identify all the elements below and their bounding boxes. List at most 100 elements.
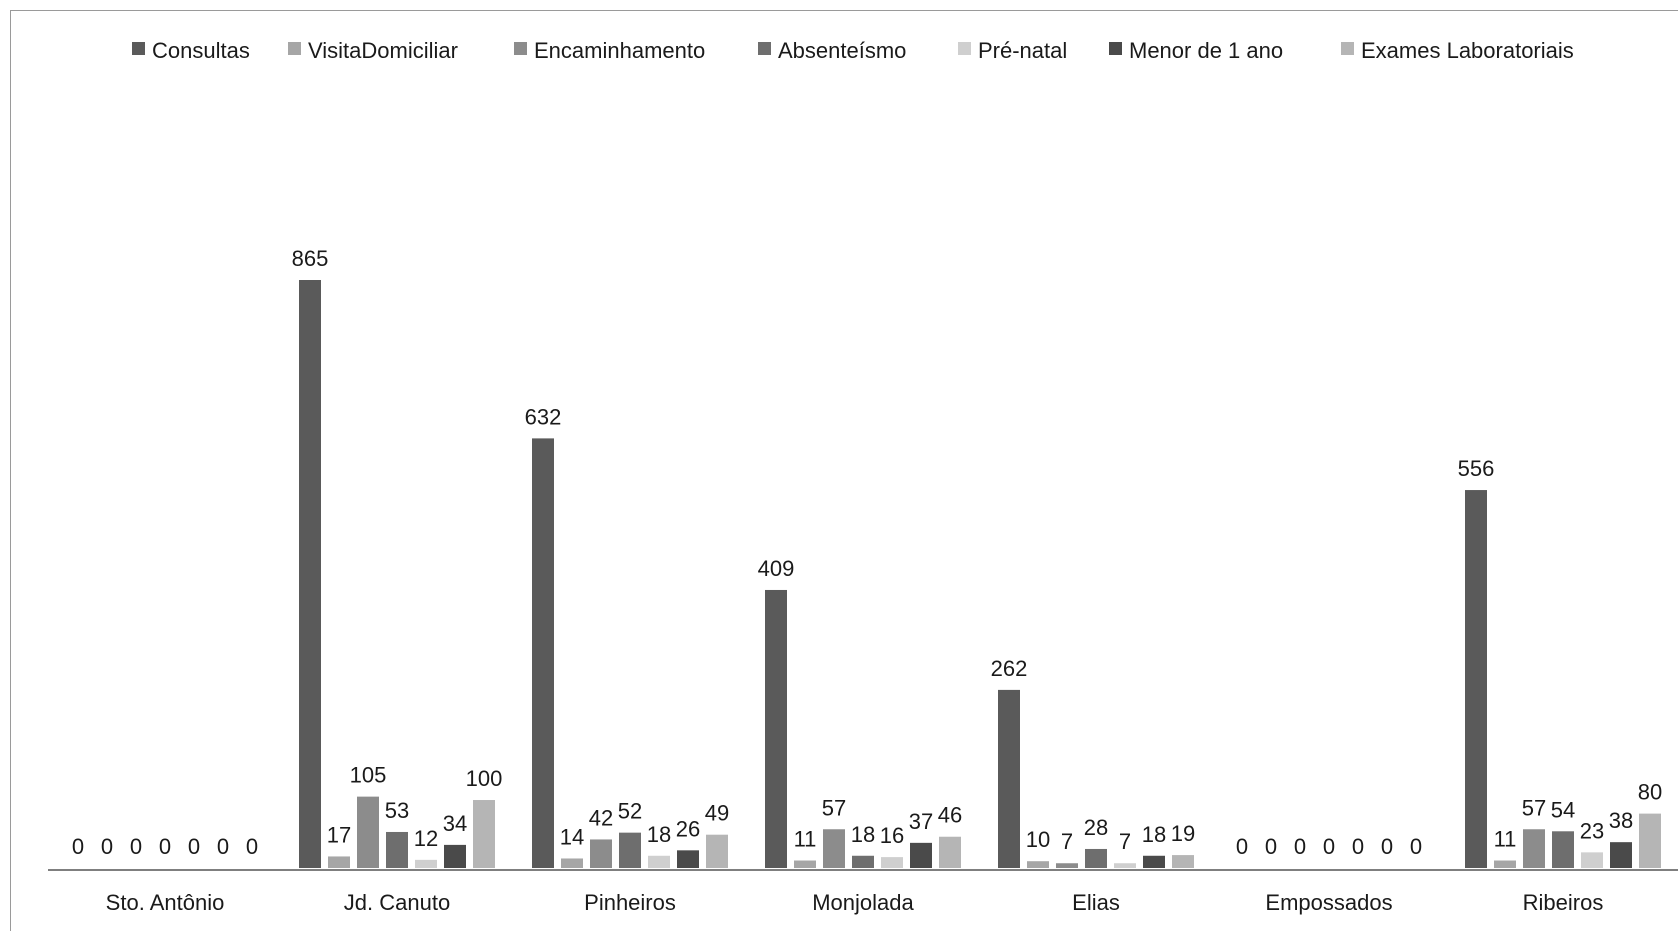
chart-frame [10, 10, 1678, 931]
category-label-jd-canuto: Jd. Canuto [344, 890, 450, 915]
bar-elias-menor-de-1-ano [1143, 855, 1165, 868]
bar-ribeiros-consultas [1465, 490, 1487, 868]
bar-elias-visitadomiciliar [1027, 861, 1049, 868]
bar-elias-exames-laboratoriais [1172, 855, 1194, 868]
value-label-pinheiros-consultas: 632 [525, 404, 562, 429]
value-label-sto-antonio-menor-de-1-ano: 0 [217, 834, 229, 859]
bar-ribeiros-absenteismo [1552, 831, 1574, 868]
value-label-sto-antonio-consultas: 0 [72, 834, 84, 859]
value-label-elias-exames-laboratoriais: 19 [1171, 821, 1195, 846]
legend-swatch-absenteismo [758, 42, 771, 55]
value-label-elias-pre-natal: 7 [1119, 829, 1131, 854]
value-label-ribeiros-visitadomiciliar: 11 [1494, 827, 1517, 852]
bar-jd-canuto-menor-de-1-ano [444, 844, 466, 868]
value-label-empossados-absenteismo: 0 [1323, 834, 1335, 859]
bar-monjolada-consultas [765, 589, 787, 868]
bar-pinheiros-pre-natal [648, 855, 670, 868]
value-label-empossados-visitadomiciliar: 0 [1265, 834, 1277, 859]
bar-elias-pre-natal [1114, 863, 1136, 868]
legend-label-menor-de-1-ano: Menor de 1 ano [1129, 38, 1283, 63]
value-label-ribeiros-consultas: 556 [1458, 456, 1495, 481]
category-label-elias: Elias [1072, 890, 1120, 915]
bar-pinheiros-exames-laboratoriais [706, 834, 728, 868]
bar-elias-absenteismo [1085, 848, 1107, 868]
legend-label-visitadomiciliar: VisitaDomiciliar [308, 38, 458, 63]
bar-monjolada-encaminhamento [823, 829, 845, 868]
legend-swatch-consultas [132, 42, 145, 55]
value-label-monjolada-absenteismo: 18 [851, 822, 875, 847]
value-label-pinheiros-exames-laboratoriais: 49 [705, 801, 729, 826]
value-label-ribeiros-exames-laboratoriais: 80 [1638, 780, 1662, 805]
value-label-pinheiros-visitadomiciliar: 14 [560, 824, 584, 849]
category-label-ribeiros: Ribeiros [1523, 890, 1604, 915]
value-label-ribeiros-encaminhamento: 57 [1522, 795, 1546, 820]
value-label-ribeiros-absenteismo: 54 [1551, 797, 1575, 822]
category-label-empossados: Empossados [1265, 890, 1392, 915]
value-label-pinheiros-menor-de-1-ano: 26 [676, 816, 700, 841]
bar-elias-encaminhamento [1056, 863, 1078, 868]
legend-swatch-visitadomiciliar [288, 42, 301, 55]
bar-jd-canuto-exames-laboratoriais [473, 800, 495, 868]
bar-elias-consultas [998, 689, 1020, 868]
category-labels: Sto. Antônio Jd. Canuto Pinheiros Monjolada… [106, 890, 1604, 915]
value-label-pinheiros-pre-natal: 18 [647, 822, 671, 847]
legend-swatch-encaminhamento [514, 42, 527, 55]
value-label-elias-absenteismo: 28 [1084, 815, 1108, 840]
value-label-monjolada-menor-de-1-ano: 37 [909, 809, 933, 834]
value-label-monjolada-exames-laboratoriais: 46 [938, 803, 962, 828]
bar-ribeiros-pre-natal [1581, 852, 1603, 868]
bar-pinheiros-absenteismo [619, 832, 641, 868]
legend-swatch-menor-de-1-ano [1109, 42, 1122, 55]
legend-swatch-pre-natal [958, 42, 971, 55]
value-label-pinheiros-absenteismo: 52 [618, 799, 642, 824]
value-label-jd-canuto-encaminhamento: 105 [350, 763, 387, 788]
value-label-monjolada-encaminhamento: 57 [822, 795, 846, 820]
bar-monjolada-absenteismo [852, 855, 874, 868]
bar-ribeiros-encaminhamento [1523, 829, 1545, 868]
legend-label-absenteismo: Absenteísmo [778, 38, 906, 63]
legend: Consultas VisitaDomiciliar Encaminhamento A… [132, 38, 1574, 63]
value-label-empossados-consultas: 0 [1236, 834, 1248, 859]
legend-label-exames-laboratoriais: Exames Laboratoriais [1361, 38, 1574, 63]
legend-swatch-exames-laboratoriais [1341, 42, 1354, 55]
bar-monjolada-pre-natal [881, 857, 903, 868]
value-label-empossados-pre-natal: 0 [1352, 834, 1364, 859]
bar-monjolada-menor-de-1-ano [910, 842, 932, 868]
value-label-monjolada-visitadomiciliar: 11 [794, 827, 817, 852]
value-label-elias-menor-de-1-ano: 18 [1142, 822, 1166, 847]
value-label-ribeiros-pre-natal: 23 [1580, 818, 1604, 843]
bar-ribeiros-exames-laboratoriais [1639, 813, 1661, 868]
value-label-sto-antonio-pre-natal: 0 [188, 834, 200, 859]
value-label-sto-antonio-visitadomiciliar: 0 [101, 834, 113, 859]
bar-jd-canuto-pre-natal [415, 859, 437, 868]
value-label-jd-canuto-pre-natal: 12 [414, 826, 438, 851]
value-label-jd-canuto-absenteismo: 53 [385, 798, 409, 823]
bar-jd-canuto-absenteismo [386, 831, 408, 868]
value-label-jd-canuto-exames-laboratoriais: 100 [466, 766, 503, 791]
legend-label-encaminhamento: Encaminhamento [534, 38, 705, 63]
category-label-monjolada: Monjolada [812, 890, 914, 915]
bar-pinheiros-encaminhamento [590, 839, 612, 868]
bars [299, 280, 1661, 868]
bar-monjolada-visitadomiciliar [794, 860, 816, 868]
value-label-ribeiros-menor-de-1-ano: 38 [1609, 808, 1633, 833]
category-label-sto-antonio: Sto. Antônio [106, 890, 225, 915]
bar-jd-canuto-encaminhamento [357, 796, 379, 868]
category-label-pinheiros: Pinheiros [584, 890, 676, 915]
legend-label-consultas: Consultas [152, 38, 250, 63]
bar-ribeiros-visitadomiciliar [1494, 860, 1516, 868]
value-label-elias-visitadomiciliar: 10 [1026, 827, 1050, 852]
value-label-sto-antonio-absenteismo: 0 [159, 834, 171, 859]
value-label-elias-consultas: 262 [991, 656, 1028, 681]
value-label-pinheiros-encaminhamento: 42 [589, 805, 613, 830]
value-label-empossados-encaminhamento: 0 [1294, 834, 1306, 859]
value-label-monjolada-pre-natal: 16 [880, 823, 904, 848]
bar-jd-canuto-consultas [299, 280, 321, 868]
bar-jd-canuto-visitadomiciliar [328, 856, 350, 868]
value-label-jd-canuto-menor-de-1-ano: 34 [443, 811, 467, 836]
value-label-empossados-exames-laboratoriais: 0 [1410, 834, 1422, 859]
value-label-elias-encaminhamento: 7 [1061, 829, 1073, 854]
value-label-empossados-menor-de-1-ano: 0 [1381, 834, 1393, 859]
